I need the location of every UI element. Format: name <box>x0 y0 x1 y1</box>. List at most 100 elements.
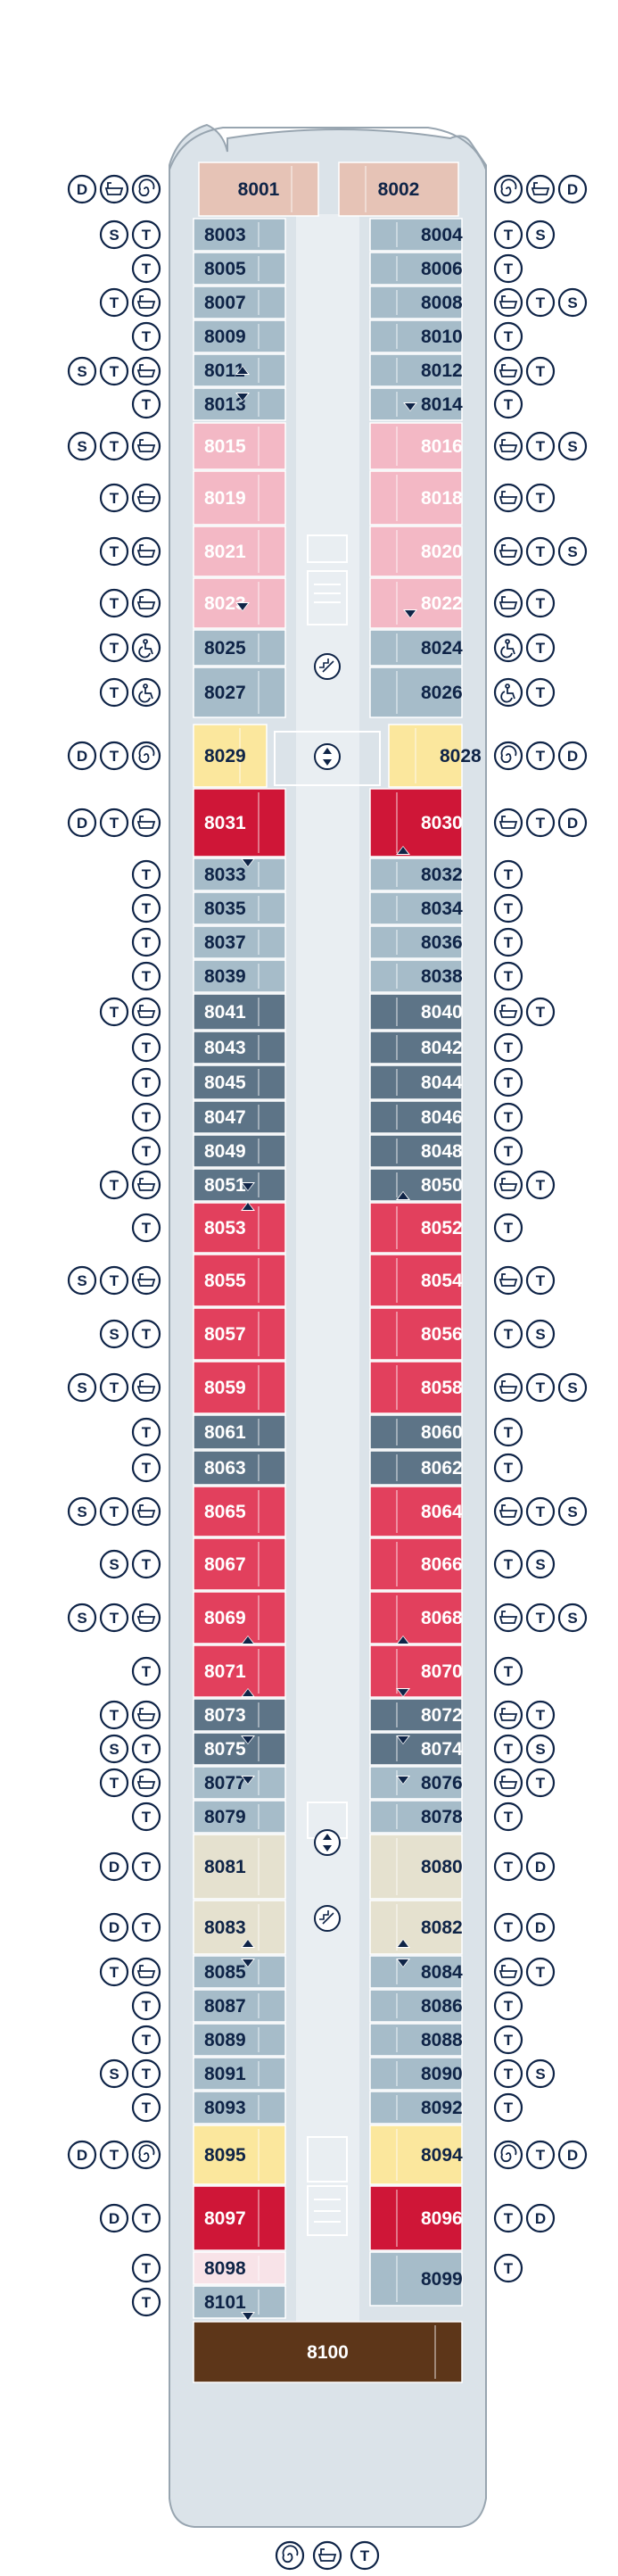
cabin-8054[interactable] <box>369 1254 463 1307</box>
cabin-8002[interactable] <box>338 162 459 217</box>
cabin-8072[interactable] <box>369 1698 463 1732</box>
cabin-8098[interactable] <box>193 2251 286 2285</box>
cabin-8027[interactable] <box>193 667 286 718</box>
cabin-8100[interactable] <box>193 2321 463 2383</box>
cabin-8082[interactable] <box>369 1900 463 1955</box>
cabin-8048[interactable] <box>369 1134 463 1168</box>
cabin-8036[interactable] <box>369 925 463 959</box>
cabin-8044[interactable] <box>369 1064 463 1100</box>
cabin-8001[interactable] <box>198 162 319 217</box>
cabin-8031[interactable] <box>193 788 286 857</box>
cabin-8015[interactable] <box>193 422 286 470</box>
cabin-8076[interactable] <box>369 1766 463 1800</box>
cabin-8094[interactable] <box>369 2125 463 2185</box>
cabin-8080[interactable] <box>369 1834 463 1900</box>
cabin-8073[interactable] <box>193 1698 286 1732</box>
cabin-8007[interactable] <box>193 286 286 319</box>
cabin-8026[interactable] <box>369 667 463 718</box>
cabin-8053[interactable] <box>193 1202 286 1254</box>
cabin-8079[interactable] <box>193 1800 286 1834</box>
cabin-8049[interactable] <box>193 1134 286 1168</box>
cabin-8065[interactable] <box>193 1486 286 1537</box>
cabin-8101[interactable] <box>193 2285 286 2319</box>
cabin-8066[interactable] <box>369 1537 463 1591</box>
cabin-8028[interactable] <box>388 724 463 788</box>
cabin-8096[interactable] <box>369 2185 463 2251</box>
cabin-8046[interactable] <box>369 1100 463 1134</box>
cabin-8058[interactable] <box>369 1361 463 1414</box>
cabin-8089[interactable] <box>193 2023 286 2057</box>
cabin-8025[interactable] <box>193 629 286 667</box>
cabin-8083[interactable] <box>193 1900 286 1955</box>
cabin-8060[interactable] <box>369 1414 463 1450</box>
cabin-8087[interactable] <box>193 1989 286 2023</box>
cabin-8045[interactable] <box>193 1064 286 1100</box>
cabin-8090[interactable] <box>369 2057 463 2091</box>
cabin-8010[interactable] <box>369 319 463 353</box>
cabin-8061[interactable] <box>193 1414 286 1450</box>
cabin-8035[interactable] <box>193 891 286 925</box>
cabin-8041[interactable] <box>193 993 286 1031</box>
cabin-8064[interactable] <box>369 1486 463 1537</box>
cabin-8062[interactable] <box>369 1450 463 1486</box>
cabin-8056[interactable] <box>369 1307 463 1361</box>
cabin-8091[interactable] <box>193 2057 286 2091</box>
cabin-8097[interactable] <box>193 2185 286 2251</box>
cabin-8020[interactable] <box>369 526 463 577</box>
cabin-8003[interactable] <box>193 218 286 252</box>
cabin-8037[interactable] <box>193 925 286 959</box>
cabin-8074[interactable] <box>369 1732 463 1766</box>
cabin-8014[interactable] <box>369 387 463 421</box>
cabin-8039[interactable] <box>193 959 286 993</box>
cabin-8095[interactable] <box>193 2125 286 2185</box>
cabin-8057[interactable] <box>193 1307 286 1361</box>
cabin-8004[interactable] <box>369 218 463 252</box>
cabin-8042[interactable] <box>369 1031 463 1064</box>
cabin-8067[interactable] <box>193 1537 286 1591</box>
cabin-8032[interactable] <box>369 857 463 891</box>
cabin-8016[interactable] <box>369 422 463 470</box>
cabin-8052[interactable] <box>369 1202 463 1254</box>
cabin-8040[interactable] <box>369 993 463 1031</box>
t-icon: T <box>99 431 129 461</box>
cabin-8047[interactable] <box>193 1100 286 1134</box>
cabin-8021[interactable] <box>193 526 286 577</box>
d-icon: D <box>99 2203 129 2233</box>
svg-text:T: T <box>142 1109 152 1126</box>
cabin-8029[interactable] <box>193 724 268 788</box>
cabin-8081[interactable] <box>193 1834 286 1900</box>
cabin-8093[interactable] <box>193 2091 286 2125</box>
cabin-8030[interactable] <box>369 788 463 857</box>
cabin-8005[interactable] <box>193 252 286 286</box>
cabin-8085[interactable] <box>193 1955 286 1989</box>
cabin-8086[interactable] <box>369 1989 463 2023</box>
cabin-8055[interactable] <box>193 1254 286 1307</box>
cabin-8008[interactable] <box>369 286 463 319</box>
cabin-8092[interactable] <box>369 2091 463 2125</box>
cabin-8022[interactable] <box>369 577 463 629</box>
cabin-8077[interactable] <box>193 1766 286 1800</box>
cabin-8024[interactable] <box>369 629 463 667</box>
cabin-8051[interactable] <box>193 1168 286 1202</box>
cabin-8038[interactable] <box>369 959 463 993</box>
cabin-8084[interactable] <box>369 1955 463 1989</box>
cabin-8033[interactable] <box>193 857 286 891</box>
cabin-8068[interactable] <box>369 1591 463 1644</box>
cabin-8012[interactable] <box>369 353 463 387</box>
cabin-8075[interactable] <box>193 1732 286 1766</box>
cabin-8043[interactable] <box>193 1031 286 1064</box>
cabin-8034[interactable] <box>369 891 463 925</box>
cabin-8078[interactable] <box>369 1800 463 1834</box>
cabin-8019[interactable] <box>193 470 286 526</box>
cabin-8071[interactable] <box>193 1644 286 1698</box>
cabin-8070[interactable] <box>369 1644 463 1698</box>
cabin-8099[interactable] <box>369 2251 463 2307</box>
cabin-8050[interactable] <box>369 1168 463 1202</box>
cabin-8069[interactable] <box>193 1591 286 1644</box>
cabin-8088[interactable] <box>369 2023 463 2057</box>
cabin-8006[interactable] <box>369 252 463 286</box>
cabin-8009[interactable] <box>193 319 286 353</box>
cabin-8059[interactable] <box>193 1361 286 1414</box>
cabin-8063[interactable] <box>193 1450 286 1486</box>
cabin-8018[interactable] <box>369 470 463 526</box>
